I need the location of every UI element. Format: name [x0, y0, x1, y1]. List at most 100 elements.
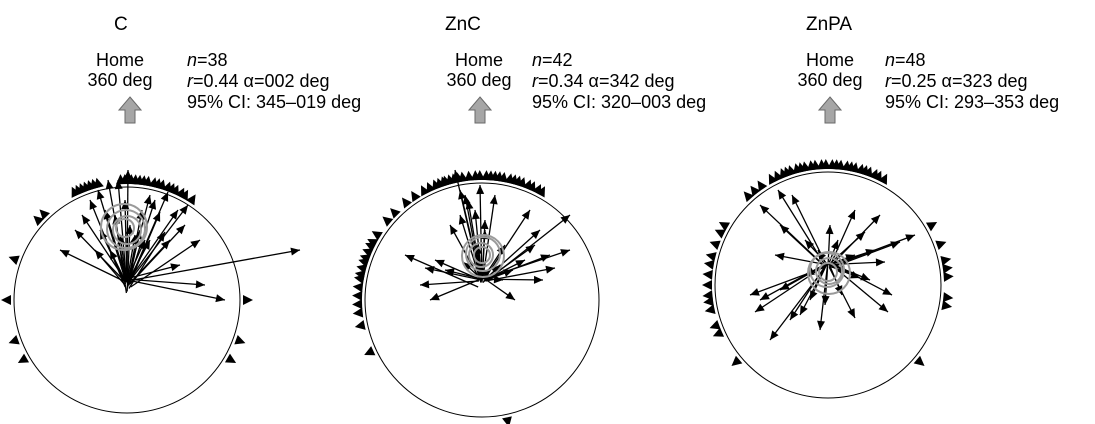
- home-direction-arrow-icon: [818, 96, 842, 124]
- bearing-marker: [702, 269, 713, 280]
- mean-ring: [468, 242, 494, 268]
- bearing-marker: [878, 173, 888, 185]
- vector-arrowhead: [770, 330, 779, 340]
- vector-line: [74, 229, 125, 282]
- vector-arrowhead: [169, 210, 178, 220]
- bearing-marker: [704, 304, 716, 315]
- vector-arrowhead: [489, 195, 498, 205]
- vector-arrowhead: [760, 205, 770, 215]
- vector-arrowhead: [878, 303, 888, 312]
- vector-arrowhead: [465, 200, 474, 210]
- bearing-marker: [526, 181, 536, 193]
- home-label-block: Home 360 deg: [80, 50, 160, 90]
- bearing-marker: [718, 222, 731, 232]
- home-label-block: Home 360 deg: [790, 50, 870, 90]
- vector-arrowhead: [865, 248, 875, 257]
- bearing-marker: [872, 170, 882, 182]
- outer-circle: [364, 182, 600, 418]
- mean-ring: [461, 234, 505, 278]
- vector-arrowhead: [790, 310, 799, 320]
- vector-arrowhead: [870, 215, 880, 225]
- vector-arrowhead: [882, 287, 892, 295]
- vector-arrowhead: [445, 268, 455, 277]
- r-line: r=0.25 α=323 deg: [885, 71, 1028, 91]
- vector-arrowhead: [114, 180, 123, 190]
- home-bearing: 360 deg: [87, 70, 153, 90]
- vector-line: [486, 249, 571, 279]
- vector-line: [799, 264, 828, 316]
- vector-line: [59, 249, 124, 282]
- vector-arrowhead: [905, 234, 915, 242]
- vector-arrowhead: [875, 258, 885, 267]
- bearing-marker: [224, 353, 237, 363]
- vector-arrowhead: [463, 262, 473, 272]
- bearing-marker: [703, 296, 714, 307]
- vector-arrowhead: [525, 245, 535, 254]
- bearing-marker: [432, 179, 442, 191]
- bearing-marker: [178, 189, 189, 201]
- panel-znc: ZnC Home 360 deg n=42 r=0.34 α=342 deg 9…: [352, 0, 730, 424]
- mean-ring: [106, 209, 146, 249]
- bearing-marker: [390, 208, 401, 219]
- vector-arrowhead: [560, 215, 570, 224]
- bearing-marker: [352, 282, 364, 293]
- bearing-marker: [352, 290, 363, 301]
- vector-arrowhead: [175, 225, 185, 235]
- bearing-marker: [925, 222, 938, 232]
- bearing-marker: [862, 166, 873, 178]
- vector-arrowhead: [780, 282, 790, 290]
- home-label: Home: [805, 50, 854, 70]
- bearing-marker: [156, 179, 166, 191]
- vector-line: [779, 224, 827, 268]
- vector-arrowhead: [190, 240, 200, 249]
- bearing-marker: [942, 263, 953, 274]
- vector-arrowhead: [530, 230, 540, 239]
- vector-arrowhead: [170, 263, 180, 272]
- vector-line: [128, 191, 169, 283]
- vector-arrowhead: [160, 192, 169, 202]
- bearing-marker: [774, 170, 784, 182]
- bearing-marker: [516, 177, 526, 189]
- bearing-marker: [703, 259, 715, 270]
- bearing-marker: [365, 242, 377, 252]
- bearing-marker: [420, 185, 431, 197]
- vector-arrowhead: [290, 247, 300, 256]
- vector-arrowhead: [179, 205, 188, 215]
- vector-line: [484, 229, 541, 280]
- n-line: n=48: [885, 50, 926, 70]
- n-line: n=42: [532, 50, 573, 70]
- stats-block: n=48 r=0.25 α=323 deg 95% CI: 293–353 de…: [885, 50, 1059, 113]
- bearing-marker: [705, 252, 717, 262]
- vector-arrowhead: [195, 280, 205, 289]
- vector-arrowhead: [521, 210, 530, 220]
- vector-line: [130, 278, 206, 286]
- bearing-marker: [426, 182, 436, 194]
- vector-arrowhead: [420, 280, 430, 289]
- vector-arrowhead: [430, 292, 440, 301]
- vector-arrowhead: [560, 249, 570, 257]
- vector-arrowhead: [515, 260, 525, 268]
- bearing-marker: [39, 209, 51, 221]
- bearing-marker: [702, 280, 712, 290]
- mean-ring: [115, 218, 135, 238]
- vector-arrowhead: [818, 250, 827, 260]
- bearing-marker: [8, 255, 20, 266]
- vector-arrowhead: [458, 190, 466, 200]
- vector-arrowhead: [847, 308, 855, 318]
- vector-arrowhead: [505, 291, 515, 300]
- bearing-marker: [942, 292, 954, 303]
- vector-arrowhead: [471, 210, 480, 220]
- vector-arrowhead: [493, 275, 503, 284]
- vector-arrowhead: [215, 294, 225, 303]
- ci-line: 95% CI: 345–019 deg: [187, 92, 362, 112]
- mean-ring: [818, 262, 838, 282]
- bearing-marker: [411, 190, 421, 203]
- vector-arrowhead: [750, 288, 760, 296]
- home-label: Home: [454, 50, 503, 70]
- vector-arrowhead: [96, 190, 105, 200]
- vector-arrowhead: [533, 275, 543, 284]
- vector-arrowhead: [792, 195, 800, 205]
- home-direction-arrow-icon: [118, 96, 142, 124]
- outer-circle: [13, 186, 241, 414]
- bearing-marker: [731, 355, 743, 366]
